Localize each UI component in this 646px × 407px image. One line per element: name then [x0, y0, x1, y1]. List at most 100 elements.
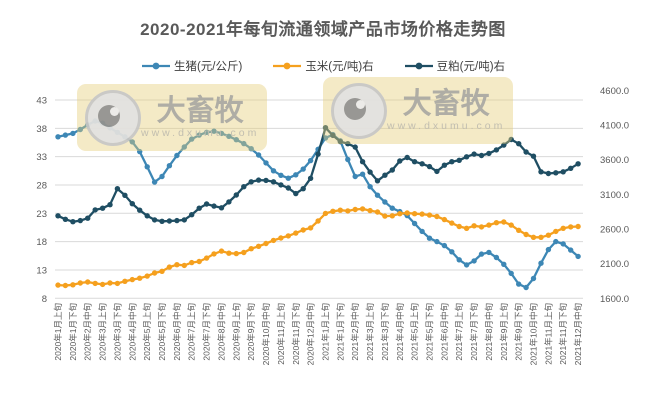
corn-price-point: [456, 223, 462, 230]
gridlines: [55, 99, 583, 299]
corn-price-point: [241, 249, 247, 256]
pig-price-point: [248, 146, 254, 152]
soymeal-price-point: [77, 217, 84, 224]
corn-price-point: [493, 220, 500, 226]
x-axis-tick: 2020年7月下旬: [202, 303, 212, 361]
corn-price-point: [189, 259, 195, 266]
corn-price-point: [159, 268, 165, 274]
x-axis-tick: 2021年6月中旬: [439, 303, 449, 361]
soymeal-price-point: [99, 205, 106, 211]
x-axis-tick: 2021年8月中旬: [484, 303, 494, 361]
corn-price-point: [77, 280, 84, 286]
corn-price-point: [233, 250, 239, 257]
x-axis-tick: 2020年3月上旬: [98, 303, 108, 361]
corn-price-point: [560, 225, 566, 231]
chart-title: 2020-2021年每旬流通领域产品市场价格走势图: [140, 20, 506, 39]
pig-price-point: [501, 261, 507, 267]
legend-label-corn: 玉米(元/吨)右: [305, 61, 374, 73]
soymeal-price-point: [62, 216, 69, 222]
corn-price-point: [248, 246, 254, 252]
corn-price-point: [62, 282, 69, 289]
corn-price-point: [293, 230, 299, 236]
x-axis-tick: 2020年1月下旬: [68, 303, 78, 361]
soymeal-price-point: [486, 150, 492, 157]
corn-price-point: [508, 222, 514, 228]
soymeal-price-point: [85, 215, 91, 221]
x-axis-tick: 2020年8月中旬: [216, 303, 226, 361]
x-axis-tick: 2021年10月中旬: [529, 303, 539, 365]
x-axis-tick: 2021年7月下旬: [469, 303, 479, 361]
watermark-brand: 大畜牧: [402, 88, 490, 120]
soymeal-price-point: [456, 157, 462, 163]
pig-price-point: [456, 257, 462, 263]
soymeal-price-point: [211, 203, 217, 209]
corn-price-point: [278, 235, 284, 241]
soymeal-price-point: [129, 201, 135, 207]
pig-price-point: [233, 137, 239, 143]
corn-price-point: [382, 213, 388, 219]
legend-label-pig: 生猪(元/公斤): [173, 61, 243, 73]
pig-price-point: [151, 179, 158, 185]
corn-price-point: [315, 218, 321, 224]
pig-price-point: [389, 205, 395, 211]
corn-price-point: [389, 213, 395, 219]
soymeal-price-point: [166, 218, 173, 224]
soymeal-price-point: [523, 149, 529, 155]
pig-price-point: [367, 184, 373, 190]
pig-price-point: [426, 235, 433, 241]
pig-price-point: [226, 133, 232, 139]
left-axis-tick: 8: [42, 294, 47, 305]
pig-price-point: [307, 157, 314, 164]
soymeal-price-point: [122, 192, 128, 198]
left-axis-tick: 33: [36, 152, 47, 163]
corn-price-point: [196, 258, 202, 265]
soymeal-price-point: [404, 154, 410, 161]
left-axis-tick: 23: [36, 209, 47, 220]
soymeal-price-point: [441, 162, 448, 168]
soymeal-price-point: [241, 184, 247, 190]
pig-price-point: [62, 132, 69, 138]
soymeal-price-point: [434, 168, 440, 175]
soymeal-price-point: [501, 142, 507, 148]
corn-price-point: [553, 228, 559, 235]
x-axis-tick: 2020年10月中旬: [261, 303, 271, 365]
corn-price-point: [367, 207, 373, 214]
right-axis-tick: 4100.0: [600, 120, 629, 131]
soymeal-price-point: [137, 207, 143, 213]
soymeal-price-point: [92, 207, 98, 213]
corn-price-point: [122, 278, 128, 284]
x-axis-tick: 2020年2月中旬: [83, 303, 93, 361]
corn-price-point: [545, 232, 552, 238]
x-axis-tick: 2020年11月下旬: [291, 303, 301, 365]
corn-price-point: [352, 206, 358, 213]
pig-price-point: [374, 192, 381, 198]
left-axis-tick: 28: [36, 180, 47, 191]
corn-price-point: [337, 207, 343, 213]
soymeal-price-point: [426, 163, 433, 170]
x-axis-tick: 2020年5月下旬: [157, 303, 167, 361]
corn-price-point: [166, 264, 173, 270]
pig-price-point: [77, 126, 84, 133]
corn-price-point: [419, 211, 425, 217]
right-axis-tick: 2600.0: [600, 224, 629, 235]
pig-price-point: [575, 253, 581, 260]
x-axis-tick: 2021年1月上旬: [320, 303, 330, 361]
corn-price-point: [144, 273, 150, 279]
pig-price-point: [285, 175, 291, 181]
right-axis-tick: 3600.0: [600, 155, 629, 166]
soymeal-price-point: [568, 165, 574, 171]
soymeal-price-point: [270, 179, 277, 185]
soymeal-price-point: [255, 177, 262, 183]
right-axis-tick: 2100.0: [600, 259, 629, 270]
soymeal-price-point: [322, 125, 329, 131]
corn-price-point: [92, 280, 98, 287]
corn-price-point: [55, 282, 61, 288]
pig-price-point: [203, 129, 210, 135]
pig-price-point: [55, 134, 61, 140]
x-axis-tick: 2021年9月上旬: [499, 303, 509, 361]
soymeal-price-point: [300, 186, 306, 192]
right-axis-tick: 3100.0: [600, 190, 629, 201]
x-axis-tick: 2021年2月中旬: [350, 303, 360, 361]
line-marker-icon: [404, 62, 433, 70]
x-axis-tick: 2021年12月中旬: [573, 303, 583, 365]
